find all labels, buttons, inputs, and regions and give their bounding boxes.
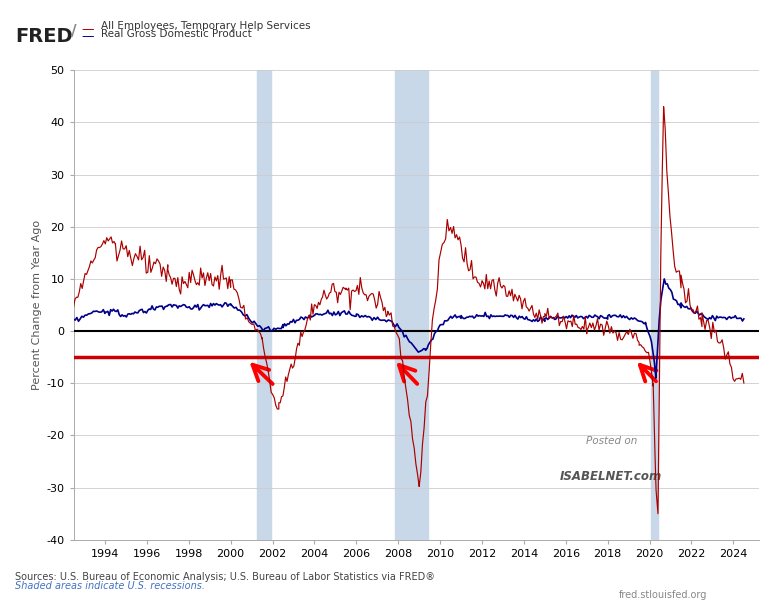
- Text: FRED: FRED: [15, 27, 73, 46]
- Text: Shaded areas indicate U.S. recessions.: Shaded areas indicate U.S. recessions.: [15, 581, 205, 590]
- Text: /: /: [71, 24, 77, 40]
- Bar: [651, 70, 659, 540]
- Text: All Employees, Temporary Help Services: All Employees, Temporary Help Services: [101, 21, 310, 30]
- Text: —: —: [81, 30, 94, 43]
- Bar: [257, 70, 271, 540]
- Text: Posted on: Posted on: [586, 436, 637, 446]
- Bar: [395, 70, 428, 540]
- Text: —: —: [81, 23, 94, 35]
- Y-axis label: Percent Change from Year Ago: Percent Change from Year Ago: [33, 220, 43, 390]
- Text: fred.stlouisfed.org: fred.stlouisfed.org: [619, 590, 707, 600]
- Text: Real Gross Domestic Product: Real Gross Domestic Product: [101, 29, 252, 38]
- Text: Sources: U.S. Bureau of Economic Analysis; U.S. Bureau of Labor Statistics via F: Sources: U.S. Bureau of Economic Analysi…: [15, 572, 436, 582]
- Text: ISABELNET.com: ISABELNET.com: [560, 470, 663, 484]
